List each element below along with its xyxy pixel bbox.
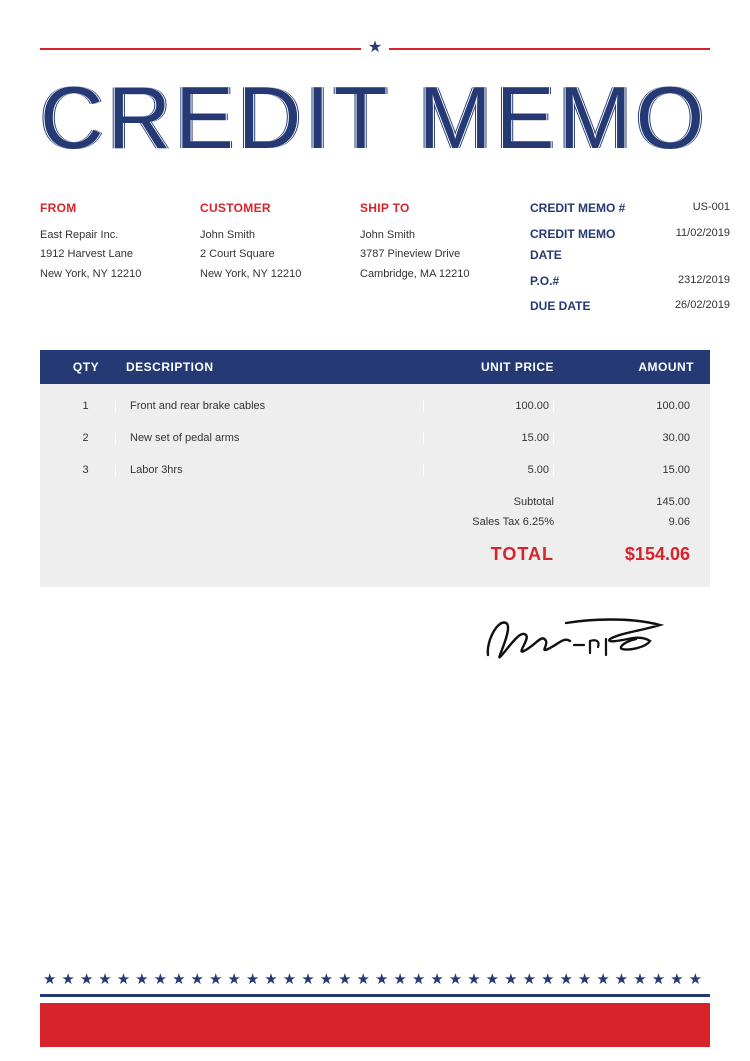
meta-label: CREDIT MEMO #	[530, 198, 625, 220]
table-body: 1 Front and rear brake cables 100.00 100…	[40, 384, 710, 486]
footer-blue-line	[40, 994, 710, 997]
shipto-block: SHIP TO John Smith 3787 Pineview Drive C…	[360, 198, 510, 322]
customer-heading: CUSTOMER	[200, 198, 340, 220]
table-row: 3 Labor 3hrs 5.00 15.00	[56, 454, 694, 486]
meta-label: CREDIT MEMO DATE	[530, 224, 650, 267]
meta-row: CREDIT MEMO # US-001	[530, 198, 730, 220]
customer-block: CUSTOMER John Smith 2 Court Square New Y…	[200, 198, 340, 322]
cell-price: 5.00	[424, 464, 554, 476]
meta-value: US-001	[693, 198, 730, 220]
meta-row: CREDIT MEMO DATE 11/02/2019	[530, 224, 730, 267]
summary-row: Sales Tax 6.25% 9.06	[56, 512, 694, 532]
table-row: 1 Front and rear brake cables 100.00 100…	[56, 390, 694, 422]
header-desc: DESCRIPTION	[116, 360, 424, 374]
table-row: 2 New set of pedal arms 15.00 30.00	[56, 422, 694, 454]
from-line: 1912 Harvest Lane	[40, 245, 180, 265]
from-line: New York, NY 12210	[40, 265, 180, 285]
info-section: FROM East Repair Inc. 1912 Harvest Lane …	[40, 198, 710, 322]
shipto-line: 3787 Pineview Drive	[360, 245, 510, 265]
from-heading: FROM	[40, 198, 180, 220]
cell-qty: 2	[56, 432, 116, 444]
shipto-line: Cambridge, MA 12210	[360, 265, 510, 285]
cell-price: 100.00	[424, 400, 554, 412]
meta-row: P.O.# 2312/2019	[530, 271, 730, 293]
footer-red-band	[40, 1003, 710, 1047]
header-amount: AMOUNT	[554, 360, 694, 374]
from-block: FROM East Repair Inc. 1912 Harvest Lane …	[40, 198, 180, 322]
cell-amount: 30.00	[554, 432, 694, 444]
document-title: CREDIT MEMO	[40, 74, 710, 162]
summary-label: Subtotal	[354, 496, 554, 508]
cell-price: 15.00	[424, 432, 554, 444]
meta-value: 2312/2019	[678, 271, 730, 293]
table-header: QTY DESCRIPTION UNIT PRICE AMOUNT	[40, 350, 710, 384]
summary-label: Sales Tax 6.25%	[354, 516, 554, 528]
footer: ★★★★★★★★★★★★★★★★★★★★★★★★★★★★★★★★★★★★	[0, 970, 750, 1061]
customer-line: John Smith	[200, 226, 340, 246]
items-table: QTY DESCRIPTION UNIT PRICE AMOUNT 1 Fron…	[40, 350, 710, 587]
meta-row: DUE DATE 26/02/2019	[530, 296, 730, 318]
cell-desc: Labor 3hrs	[116, 464, 424, 476]
header-price: UNIT PRICE	[424, 360, 554, 374]
total-value: $154.06	[554, 544, 694, 565]
footer-stars: ★★★★★★★★★★★★★★★★★★★★★★★★★★★★★★★★★★★★	[0, 970, 750, 994]
shipto-heading: SHIP TO	[360, 198, 510, 220]
customer-line: 2 Court Square	[200, 245, 340, 265]
summary-block: Subtotal 145.00 Sales Tax 6.25% 9.06 TOT…	[40, 486, 710, 587]
signature-icon	[480, 611, 680, 667]
summary-value: 9.06	[554, 516, 694, 528]
meta-block: CREDIT MEMO # US-001 CREDIT MEMO DATE 11…	[530, 198, 730, 322]
cell-desc: Front and rear brake cables	[116, 400, 424, 412]
star-icon: ★	[368, 40, 382, 56]
total-row: TOTAL $154.06	[56, 532, 694, 569]
cell-amount: 100.00	[554, 400, 694, 412]
signature-block	[40, 611, 710, 672]
customer-line: New York, NY 12210	[200, 265, 340, 285]
meta-value: 26/02/2019	[675, 296, 730, 318]
total-label: TOTAL	[354, 544, 554, 565]
meta-label: P.O.#	[530, 271, 559, 293]
meta-label: DUE DATE	[530, 296, 590, 318]
from-line: East Repair Inc.	[40, 226, 180, 246]
header-qty: QTY	[56, 360, 116, 374]
cell-desc: New set of pedal arms	[116, 432, 424, 444]
summary-row: Subtotal 145.00	[56, 492, 694, 512]
meta-value: 11/02/2019	[676, 224, 730, 267]
header-rule: ★	[40, 40, 710, 56]
cell-amount: 15.00	[554, 464, 694, 476]
cell-qty: 3	[56, 464, 116, 476]
cell-qty: 1	[56, 400, 116, 412]
summary-value: 145.00	[554, 496, 694, 508]
shipto-line: John Smith	[360, 226, 510, 246]
